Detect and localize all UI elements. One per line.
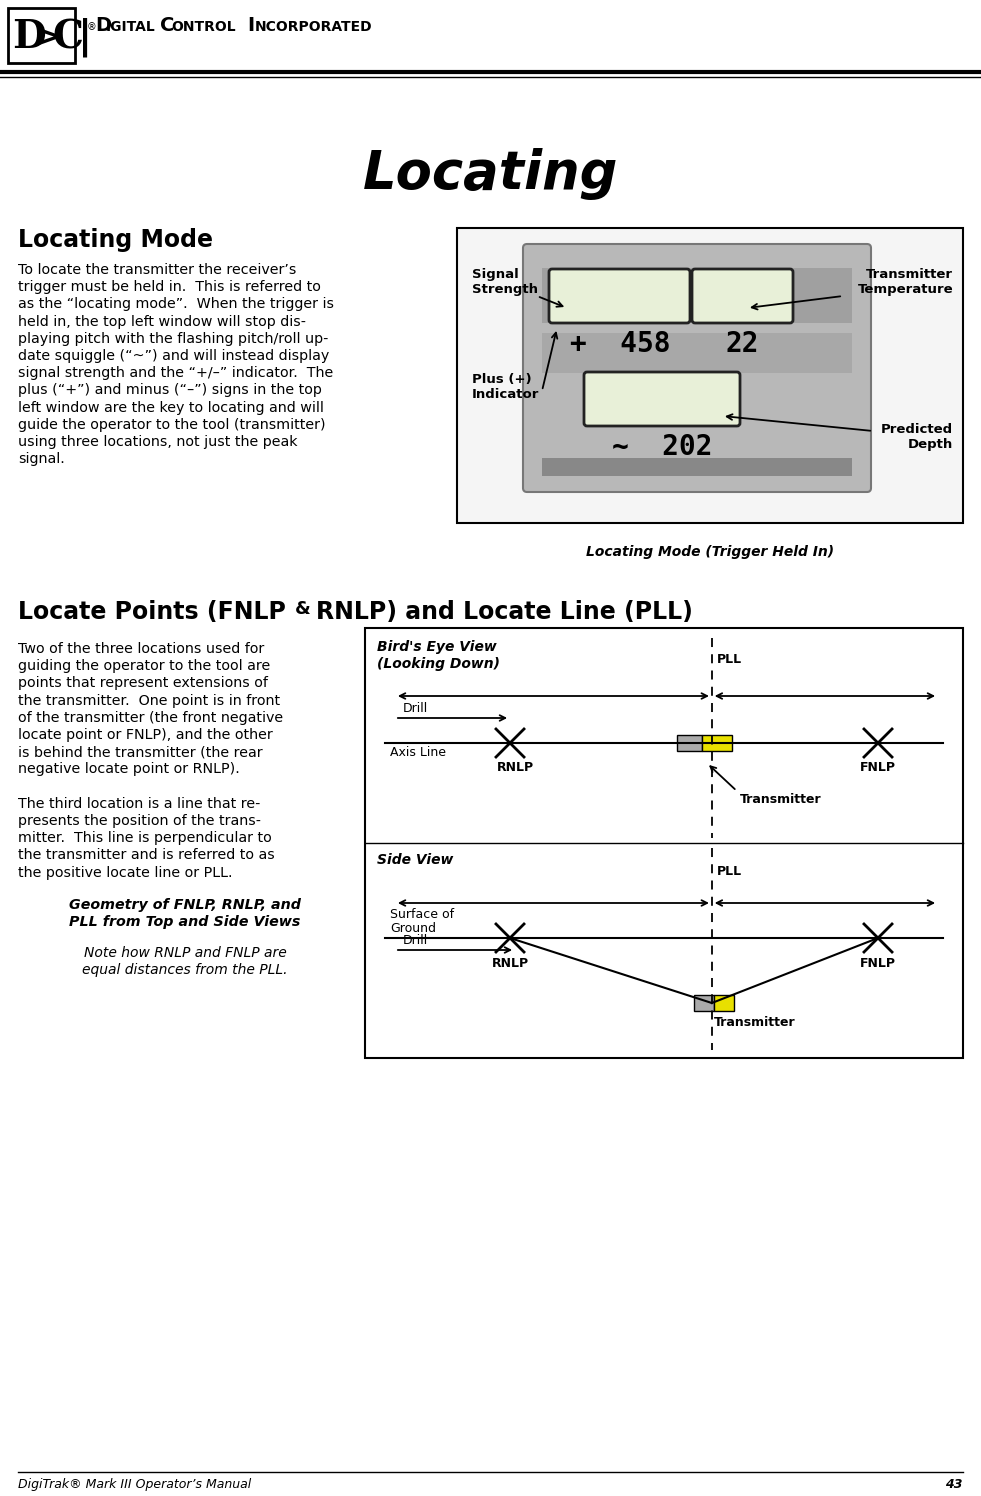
FancyBboxPatch shape <box>584 373 740 426</box>
Text: Plus (+)
Indicator: Plus (+) Indicator <box>472 373 540 401</box>
Text: RNLP: RNLP <box>496 761 534 773</box>
Text: of the transmitter (the front negative: of the transmitter (the front negative <box>18 711 284 724</box>
Text: PLL: PLL <box>717 865 742 878</box>
Text: playing pitch with the flashing pitch/roll up-: playing pitch with the flashing pitch/ro… <box>18 332 329 346</box>
Text: the transmitter and is referred to as: the transmitter and is referred to as <box>18 848 275 862</box>
Text: The third location is a line that re-: The third location is a line that re- <box>18 797 260 811</box>
Text: RNLP: RNLP <box>491 957 529 969</box>
Text: the transmitter.  One point is in front: the transmitter. One point is in front <box>18 694 281 708</box>
Bar <box>542 268 852 323</box>
Text: Side View: Side View <box>377 853 453 868</box>
Text: FNLP: FNLP <box>860 957 896 969</box>
Bar <box>701 735 732 751</box>
Text: using three locations, not just the peak: using three locations, not just the peak <box>18 435 297 449</box>
Text: D: D <box>12 18 46 55</box>
Text: points that represent extensions of: points that represent extensions of <box>18 676 268 690</box>
Bar <box>694 995 714 1011</box>
Text: 43: 43 <box>946 1478 963 1492</box>
Bar <box>542 334 852 373</box>
Text: presents the position of the trans-: presents the position of the trans- <box>18 814 261 827</box>
Bar <box>8 7 75 63</box>
Text: Surface of
Ground: Surface of Ground <box>390 908 454 935</box>
Text: Drill: Drill <box>403 934 429 947</box>
Text: as the “locating mode”.  When the trigger is: as the “locating mode”. When the trigger… <box>18 298 334 311</box>
Text: Signal
Strength: Signal Strength <box>472 268 538 296</box>
Text: C: C <box>160 16 175 34</box>
Text: held in, the top left window will stop dis-: held in, the top left window will stop d… <box>18 314 306 329</box>
Text: guiding the operator to the tool are: guiding the operator to the tool are <box>18 660 270 673</box>
Bar <box>714 995 734 1011</box>
Text: guide the operator to the tool (transmitter): guide the operator to the tool (transmit… <box>18 417 326 432</box>
Text: left window are the key to locating and will: left window are the key to locating and … <box>18 401 324 414</box>
Text: plus (“+”) and minus (“–”) signs in the top: plus (“+”) and minus (“–”) signs in the … <box>18 383 322 398</box>
Text: NCORPORATED: NCORPORATED <box>255 19 373 34</box>
FancyBboxPatch shape <box>692 269 793 323</box>
Text: trigger must be held in.  This is referred to: trigger must be held in. This is referre… <box>18 280 321 295</box>
Text: Transmitter: Transmitter <box>740 793 821 806</box>
Text: is behind the transmitter (the rear: is behind the transmitter (the rear <box>18 745 263 758</box>
Text: Locate Points (FNLP: Locate Points (FNLP <box>18 600 285 624</box>
Text: Locating: Locating <box>363 148 618 200</box>
Text: 22: 22 <box>725 331 758 358</box>
Text: ONTROL: ONTROL <box>171 19 235 34</box>
Text: RNLP) and Locate Line (PLL): RNLP) and Locate Line (PLL) <box>316 600 693 624</box>
Text: I: I <box>247 16 254 34</box>
Text: negative locate point or RNLP).: negative locate point or RNLP). <box>18 763 239 776</box>
Text: &: & <box>295 600 311 618</box>
Bar <box>542 458 852 476</box>
Text: Bird's Eye View
(Looking Down): Bird's Eye View (Looking Down) <box>377 640 500 672</box>
FancyBboxPatch shape <box>523 244 871 492</box>
Text: Transmitter: Transmitter <box>714 1016 796 1029</box>
Text: Drill: Drill <box>403 702 429 715</box>
Text: Locating Mode: Locating Mode <box>18 227 213 251</box>
Text: |: | <box>78 18 92 57</box>
Text: PLL: PLL <box>717 652 742 666</box>
Bar <box>457 227 963 524</box>
Text: signal.: signal. <box>18 452 65 467</box>
Text: Axis Line: Axis Line <box>390 747 446 758</box>
Text: >: > <box>36 22 62 51</box>
Text: locate point or FNLP), and the other: locate point or FNLP), and the other <box>18 729 273 742</box>
Text: Note how RNLP and FNLP are
equal distances from the PLL.: Note how RNLP and FNLP are equal distanc… <box>82 945 287 977</box>
Text: Predicted
Depth: Predicted Depth <box>881 423 953 450</box>
Bar <box>365 628 963 1058</box>
FancyBboxPatch shape <box>549 269 690 323</box>
Text: Two of the three locations used for: Two of the three locations used for <box>18 642 264 657</box>
Text: +  458: + 458 <box>570 331 670 358</box>
Text: IGITAL: IGITAL <box>106 19 156 34</box>
Text: ~  202: ~ 202 <box>612 432 712 461</box>
Text: ®: ® <box>87 22 97 31</box>
Text: date squiggle (“~”) and will instead display: date squiggle (“~”) and will instead dis… <box>18 349 330 364</box>
Text: the positive locate line or PLL.: the positive locate line or PLL. <box>18 866 232 880</box>
Text: D: D <box>95 16 111 34</box>
Text: signal strength and the “+/–” indicator.  The: signal strength and the “+/–” indicator.… <box>18 367 334 380</box>
Text: Geometry of FNLP, RNLP, and
PLL from Top and Side Views: Geometry of FNLP, RNLP, and PLL from Top… <box>69 898 301 929</box>
Text: C: C <box>52 18 83 55</box>
Bar <box>677 735 701 751</box>
Text: Transmitter
Temperature: Transmitter Temperature <box>857 268 953 296</box>
Text: mitter.  This line is perpendicular to: mitter. This line is perpendicular to <box>18 832 272 845</box>
Text: FNLP: FNLP <box>860 761 896 773</box>
Text: To locate the transmitter the receiver’s: To locate the transmitter the receiver’s <box>18 263 296 277</box>
Text: DigiTrak® Mark III Operator’s Manual: DigiTrak® Mark III Operator’s Manual <box>18 1478 251 1492</box>
Text: Locating Mode (Trigger Held In): Locating Mode (Trigger Held In) <box>586 545 834 560</box>
